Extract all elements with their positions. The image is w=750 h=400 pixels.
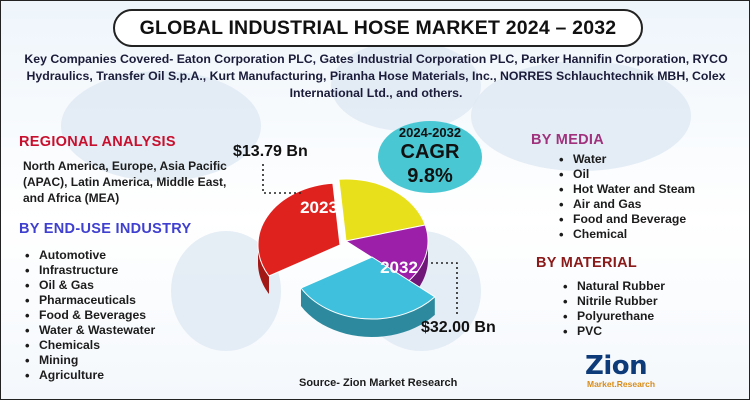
by-media-list: Water Oil Hot Water and Steam Air and Ga… bbox=[557, 152, 695, 242]
list-item: Agriculture bbox=[23, 368, 155, 383]
list-item: Mining bbox=[23, 353, 155, 368]
cagr-badge bbox=[378, 121, 482, 193]
cagr-period: 2024-2032 bbox=[398, 125, 462, 140]
list-item: Infrastructure bbox=[23, 263, 155, 278]
list-item: Oil bbox=[557, 167, 695, 182]
pie-slice-1 bbox=[257, 182, 341, 277]
value-label-2023: $13.79 Bn bbox=[233, 143, 308, 160]
key-companies-text: Key Companies Covered- Eaton Corporation… bbox=[24, 52, 728, 100]
leader-line-2032 bbox=[431, 262, 458, 317]
by-material-list: Natural Rubber Nitrile Rubber Polyuretha… bbox=[561, 279, 665, 339]
list-item: Hot Water and Steam bbox=[557, 182, 695, 197]
list-item: Natural Rubber bbox=[561, 279, 665, 294]
zion-logo: Zion Market.Research bbox=[585, 351, 665, 391]
logo-wordmark: Zion bbox=[585, 351, 648, 381]
pie-slice-side-3 bbox=[300, 288, 435, 337]
list-item: Water bbox=[557, 152, 695, 167]
slice-label-2032: 2032 bbox=[380, 258, 418, 277]
list-item: PVC bbox=[561, 324, 665, 339]
list-item: Food and Beverage bbox=[557, 212, 695, 227]
list-item: Water & Wastewater bbox=[23, 323, 155, 338]
pie-slice-0 bbox=[338, 178, 426, 242]
leader-line-2023 bbox=[262, 164, 301, 194]
pie-slice-2 bbox=[344, 224, 429, 282]
slice-label-2023: 2023 bbox=[300, 198, 338, 217]
list-item: Air and Gas bbox=[557, 197, 695, 212]
page-title: GLOBAL INDUSTRIAL HOSE MARKET 2024 – 203… bbox=[139, 16, 617, 39]
map-backdrop-shape bbox=[61, 71, 261, 181]
list-item: Pharmaceuticals bbox=[23, 293, 155, 308]
end-use-industry-heading: BY END-USE INDUSTRY bbox=[19, 221, 192, 237]
pie-slice-side-1 bbox=[258, 245, 269, 294]
title-banner: GLOBAL INDUSTRIAL HOSE MARKET 2024 – 203… bbox=[113, 9, 643, 47]
pie-slice-3 bbox=[300, 256, 436, 320]
by-material-heading: BY MATERIAL bbox=[536, 255, 638, 271]
by-media-heading: BY MEDIA bbox=[531, 132, 605, 148]
logo-subtext: Market.Research bbox=[587, 379, 656, 389]
end-use-industry-list: Automotive Infrastructure Oil & Gas Phar… bbox=[23, 248, 155, 383]
list-item: Automotive bbox=[23, 248, 155, 263]
source-text: Source- Zion Market Research bbox=[299, 377, 458, 389]
regional-analysis-heading: REGIONAL ANALYSIS bbox=[19, 134, 176, 150]
list-item: Chemicals bbox=[23, 338, 155, 353]
list-item: Chemical bbox=[557, 227, 695, 242]
cagr-rate: 9.8% bbox=[407, 165, 453, 187]
value-label-2032: $32.00 Bn bbox=[421, 319, 496, 336]
cagr-label: CAGR bbox=[400, 141, 460, 163]
map-backdrop-shape bbox=[331, 41, 481, 131]
list-item: Food & Beverages bbox=[23, 308, 155, 323]
regional-analysis-text: North America, Europe, Asia Pacific (APA… bbox=[23, 159, 227, 205]
list-item: Oil & Gas bbox=[23, 278, 155, 293]
list-item: Nitrile Rubber bbox=[561, 294, 665, 309]
list-item: Polyurethane bbox=[561, 309, 665, 324]
